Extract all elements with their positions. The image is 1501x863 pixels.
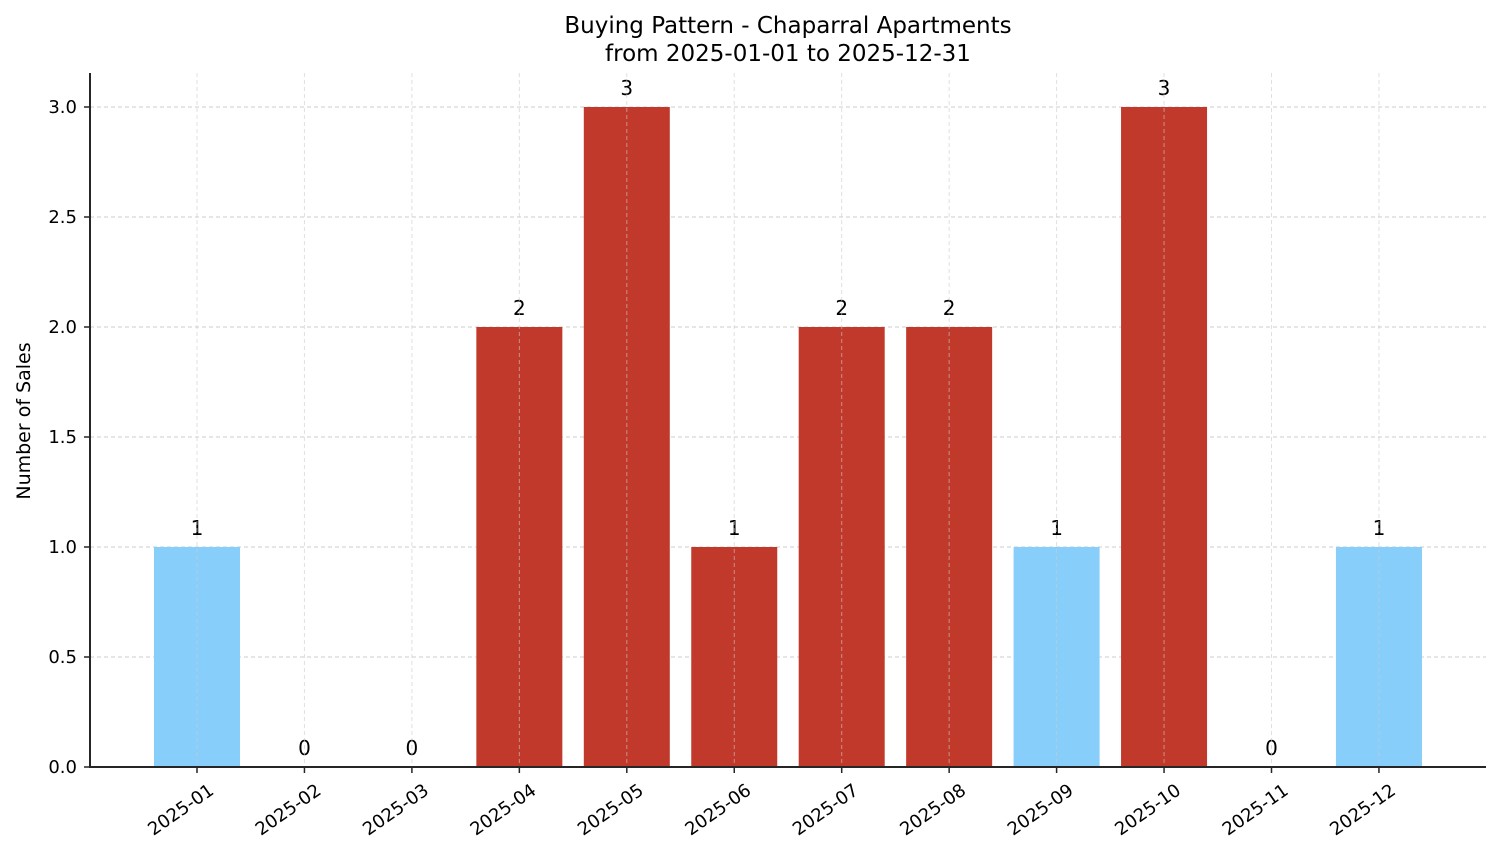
y-tick-label: 2.5 [48, 207, 77, 228]
y-ticks: 0.0 0.5 1.0 1.5 2.0 2.5 3.0 [48, 97, 90, 778]
x-tick-label: 2025-09 [1004, 780, 1078, 840]
x-tick-label: 2025-03 [359, 780, 433, 840]
y-tick-label: 1.0 [48, 537, 77, 558]
axes [89, 73, 1486, 768]
y-tick-label: 3.0 [48, 97, 77, 118]
x-tick-label: 2025-01 [144, 780, 218, 840]
x-tick-label: 2025-12 [1326, 780, 1400, 840]
x-ticks: 2025-01 2025-02 2025-03 2025-04 2025-05 2025-… [144, 767, 1400, 840]
x-tick-label: 2025-05 [574, 780, 648, 840]
bar-2025-07 [798, 327, 885, 767]
x-tick-label: 2025-02 [252, 780, 326, 840]
bar-2025-08 [906, 327, 993, 767]
chart-subtitle: from 2025-01-01 to 2025-12-31 [605, 41, 971, 67]
x-tick-label: 2025-08 [896, 780, 970, 840]
y-tick-label: 2.0 [48, 317, 77, 338]
x-tick-label: 2025-04 [467, 780, 541, 840]
grid-lines [90, 106, 1486, 768]
x-tick-label: 2025-10 [1111, 780, 1185, 840]
bar-2025-04 [476, 327, 563, 767]
x-tick-label: 2025-11 [1219, 780, 1293, 840]
chart-title: Buying Pattern - Chaparral Apartments [564, 13, 1011, 39]
y-axis-label: Number of Sales [13, 342, 35, 499]
x-tick-label: 2025-07 [789, 780, 863, 840]
y-tick-label: 0.0 [48, 757, 77, 778]
x-tick-label: 2025-06 [681, 780, 755, 840]
y-tick-label: 0.5 [48, 647, 77, 668]
y-tick-label: 1.5 [48, 427, 77, 448]
